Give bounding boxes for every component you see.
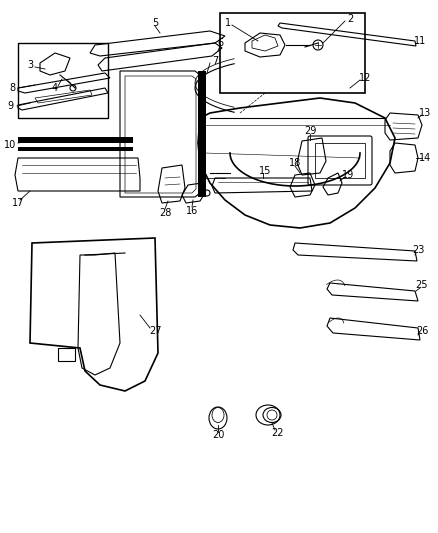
Text: 13: 13: [419, 108, 431, 118]
Text: 17: 17: [12, 198, 24, 208]
Text: 26: 26: [416, 326, 428, 336]
FancyBboxPatch shape: [198, 71, 206, 197]
Text: 23: 23: [412, 245, 424, 255]
Text: 22: 22: [272, 428, 284, 438]
Text: 3: 3: [27, 60, 33, 70]
Text: 18: 18: [289, 158, 301, 168]
Text: 12: 12: [359, 73, 371, 83]
Text: 10: 10: [4, 140, 16, 150]
Text: 2: 2: [347, 14, 353, 24]
Text: 15: 15: [259, 166, 271, 176]
Text: 14: 14: [419, 153, 431, 163]
Text: 20: 20: [212, 430, 224, 440]
Text: 8: 8: [9, 83, 15, 93]
Text: 28: 28: [159, 208, 171, 218]
Text: 27: 27: [149, 326, 161, 336]
Text: 5: 5: [152, 18, 158, 28]
FancyBboxPatch shape: [308, 136, 372, 185]
Text: 9: 9: [7, 101, 13, 111]
FancyBboxPatch shape: [18, 43, 108, 118]
Text: 16: 16: [186, 206, 198, 216]
Text: 19: 19: [342, 170, 354, 180]
Text: 1: 1: [225, 18, 231, 28]
Text: 4: 4: [52, 83, 58, 93]
FancyBboxPatch shape: [315, 143, 365, 178]
Text: 11: 11: [414, 36, 426, 46]
Text: 29: 29: [304, 126, 316, 136]
FancyBboxPatch shape: [18, 147, 133, 151]
FancyBboxPatch shape: [18, 137, 133, 143]
Text: 25: 25: [416, 280, 428, 290]
Text: 6: 6: [217, 38, 223, 48]
FancyBboxPatch shape: [220, 13, 365, 93]
Text: 7: 7: [212, 56, 218, 66]
